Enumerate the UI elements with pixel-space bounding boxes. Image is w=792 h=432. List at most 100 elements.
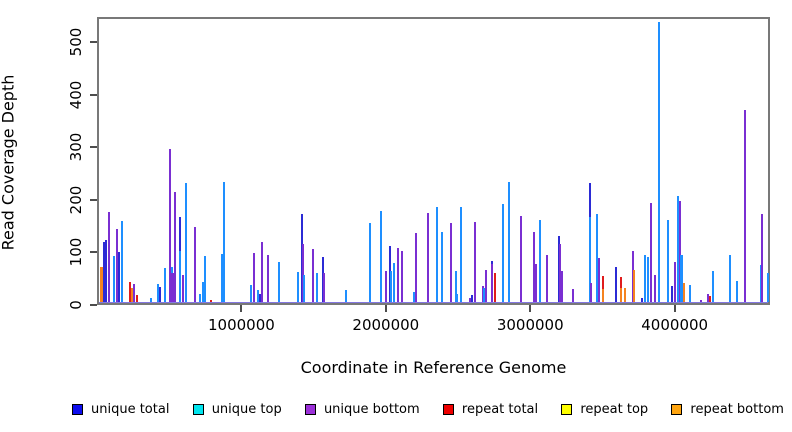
x-axis-title: Coordinate in Reference Genome <box>300 358 567 377</box>
coverage-bar <box>427 213 430 302</box>
y-axis-tick <box>90 198 97 201</box>
coverage-bar <box>440 232 443 302</box>
coverage-bar <box>678 201 681 302</box>
coverage-bar <box>150 297 152 302</box>
coverage-bar <box>641 297 643 302</box>
coverage-bar <box>193 226 196 302</box>
coverage-bar <box>680 254 684 302</box>
coverage-bar <box>483 288 486 302</box>
coverage-bar <box>99 267 103 302</box>
y-tick-label: 100 <box>67 238 85 267</box>
y-tick-label: 0 <box>67 300 85 310</box>
y-axis-tick <box>90 304 97 306</box>
coverage-bar <box>571 289 574 302</box>
x-axis-tick <box>384 305 387 312</box>
coverage-bar <box>597 257 600 302</box>
coverage-bar <box>181 275 184 302</box>
coverage-bar <box>135 294 138 302</box>
coverage-bar <box>261 242 264 302</box>
coverage-bar <box>108 211 111 302</box>
y-tick-label: 500 <box>67 27 85 57</box>
coverage-bar <box>312 248 314 302</box>
coverage-bar <box>415 233 417 302</box>
coverage-bar <box>532 264 537 302</box>
legend-label: repeat bottom <box>690 401 784 417</box>
legend-swatch-icon <box>192 403 204 415</box>
coverage-bar <box>469 297 472 302</box>
coverage-bar <box>708 296 711 302</box>
coverage-bar <box>168 149 171 302</box>
legend-item-repeat-bottom: repeat bottom <box>671 402 784 417</box>
coverage-bar <box>473 222 476 302</box>
coverage-bar <box>644 254 647 302</box>
legend-label: repeat total <box>461 401 539 417</box>
coverage-bar <box>345 289 347 302</box>
coverage-bar <box>133 284 136 302</box>
y-tick-label: 200 <box>67 185 85 215</box>
coverage-bar <box>688 285 691 302</box>
coverage-bar <box>707 293 710 302</box>
legend-swatch-icon <box>72 403 83 415</box>
coverage-bar <box>677 195 680 302</box>
coverage-bar <box>322 272 325 302</box>
x-tick-label: 4000000 <box>641 316 709 334</box>
coverage-bar <box>267 255 269 302</box>
coverage-bar <box>174 192 177 302</box>
coverage-bar <box>202 281 205 302</box>
coverage-bar <box>412 291 415 302</box>
coverage-bar <box>456 293 459 302</box>
coverage-bar <box>397 248 399 302</box>
coverage-bar <box>601 275 604 302</box>
coverage-bar <box>646 256 649 302</box>
plot-area <box>97 17 770 305</box>
zero-baseline <box>99 302 768 303</box>
coverage-bar <box>658 21 661 302</box>
coverage-bar <box>682 283 685 302</box>
y-axis-title: Read Coverage Depth <box>0 74 18 251</box>
coverage-bar <box>508 181 511 302</box>
coverage-bar <box>674 262 677 302</box>
coverage-bar <box>252 253 255 302</box>
legend-swatch-icon <box>671 403 683 415</box>
coverage-bar <box>368 223 371 302</box>
coverage-bar <box>301 243 304 302</box>
coverage-bar <box>602 289 605 302</box>
coverage-bar <box>156 284 159 302</box>
legend-item-unique-total: unique total <box>72 402 169 417</box>
coverage-bar <box>736 280 739 302</box>
coverage-bar <box>104 240 107 302</box>
y-axis-tick <box>90 146 97 149</box>
coverage-bar <box>460 206 463 302</box>
coverage-bar <box>623 288 626 302</box>
y-axis-tick <box>90 93 97 96</box>
coverage-bar <box>113 255 116 302</box>
coverage-bar <box>482 285 485 302</box>
coverage-bar <box>766 273 769 302</box>
coverage-bar <box>390 270 392 302</box>
coverage-bar <box>650 203 652 302</box>
coverage-bar <box>385 270 388 302</box>
coverage-bar <box>249 285 252 302</box>
coverage-bar <box>316 273 319 302</box>
coverage-bar <box>493 272 496 302</box>
legend-label: unique total <box>91 401 170 417</box>
coverage-bar <box>596 214 598 302</box>
coverage-bar <box>671 285 674 302</box>
coverage-bar <box>558 270 563 302</box>
coverage-bar <box>700 299 703 302</box>
coverage-bar <box>256 289 259 302</box>
coverage-bar <box>454 270 457 302</box>
coverage-bar <box>667 219 669 302</box>
coverage-bar <box>118 252 121 302</box>
coverage-bar <box>302 275 305 302</box>
coverage-bar <box>379 211 382 302</box>
coverage-bar <box>589 217 592 302</box>
coverage-bar <box>519 216 522 302</box>
x-axis-tick <box>673 305 676 312</box>
y-tick-label: 400 <box>67 80 85 110</box>
coverage-bar <box>159 286 162 302</box>
legend-item-unique-top: unique top <box>192 402 282 417</box>
coverage-bar <box>163 268 166 302</box>
coverage-bar <box>120 221 123 302</box>
